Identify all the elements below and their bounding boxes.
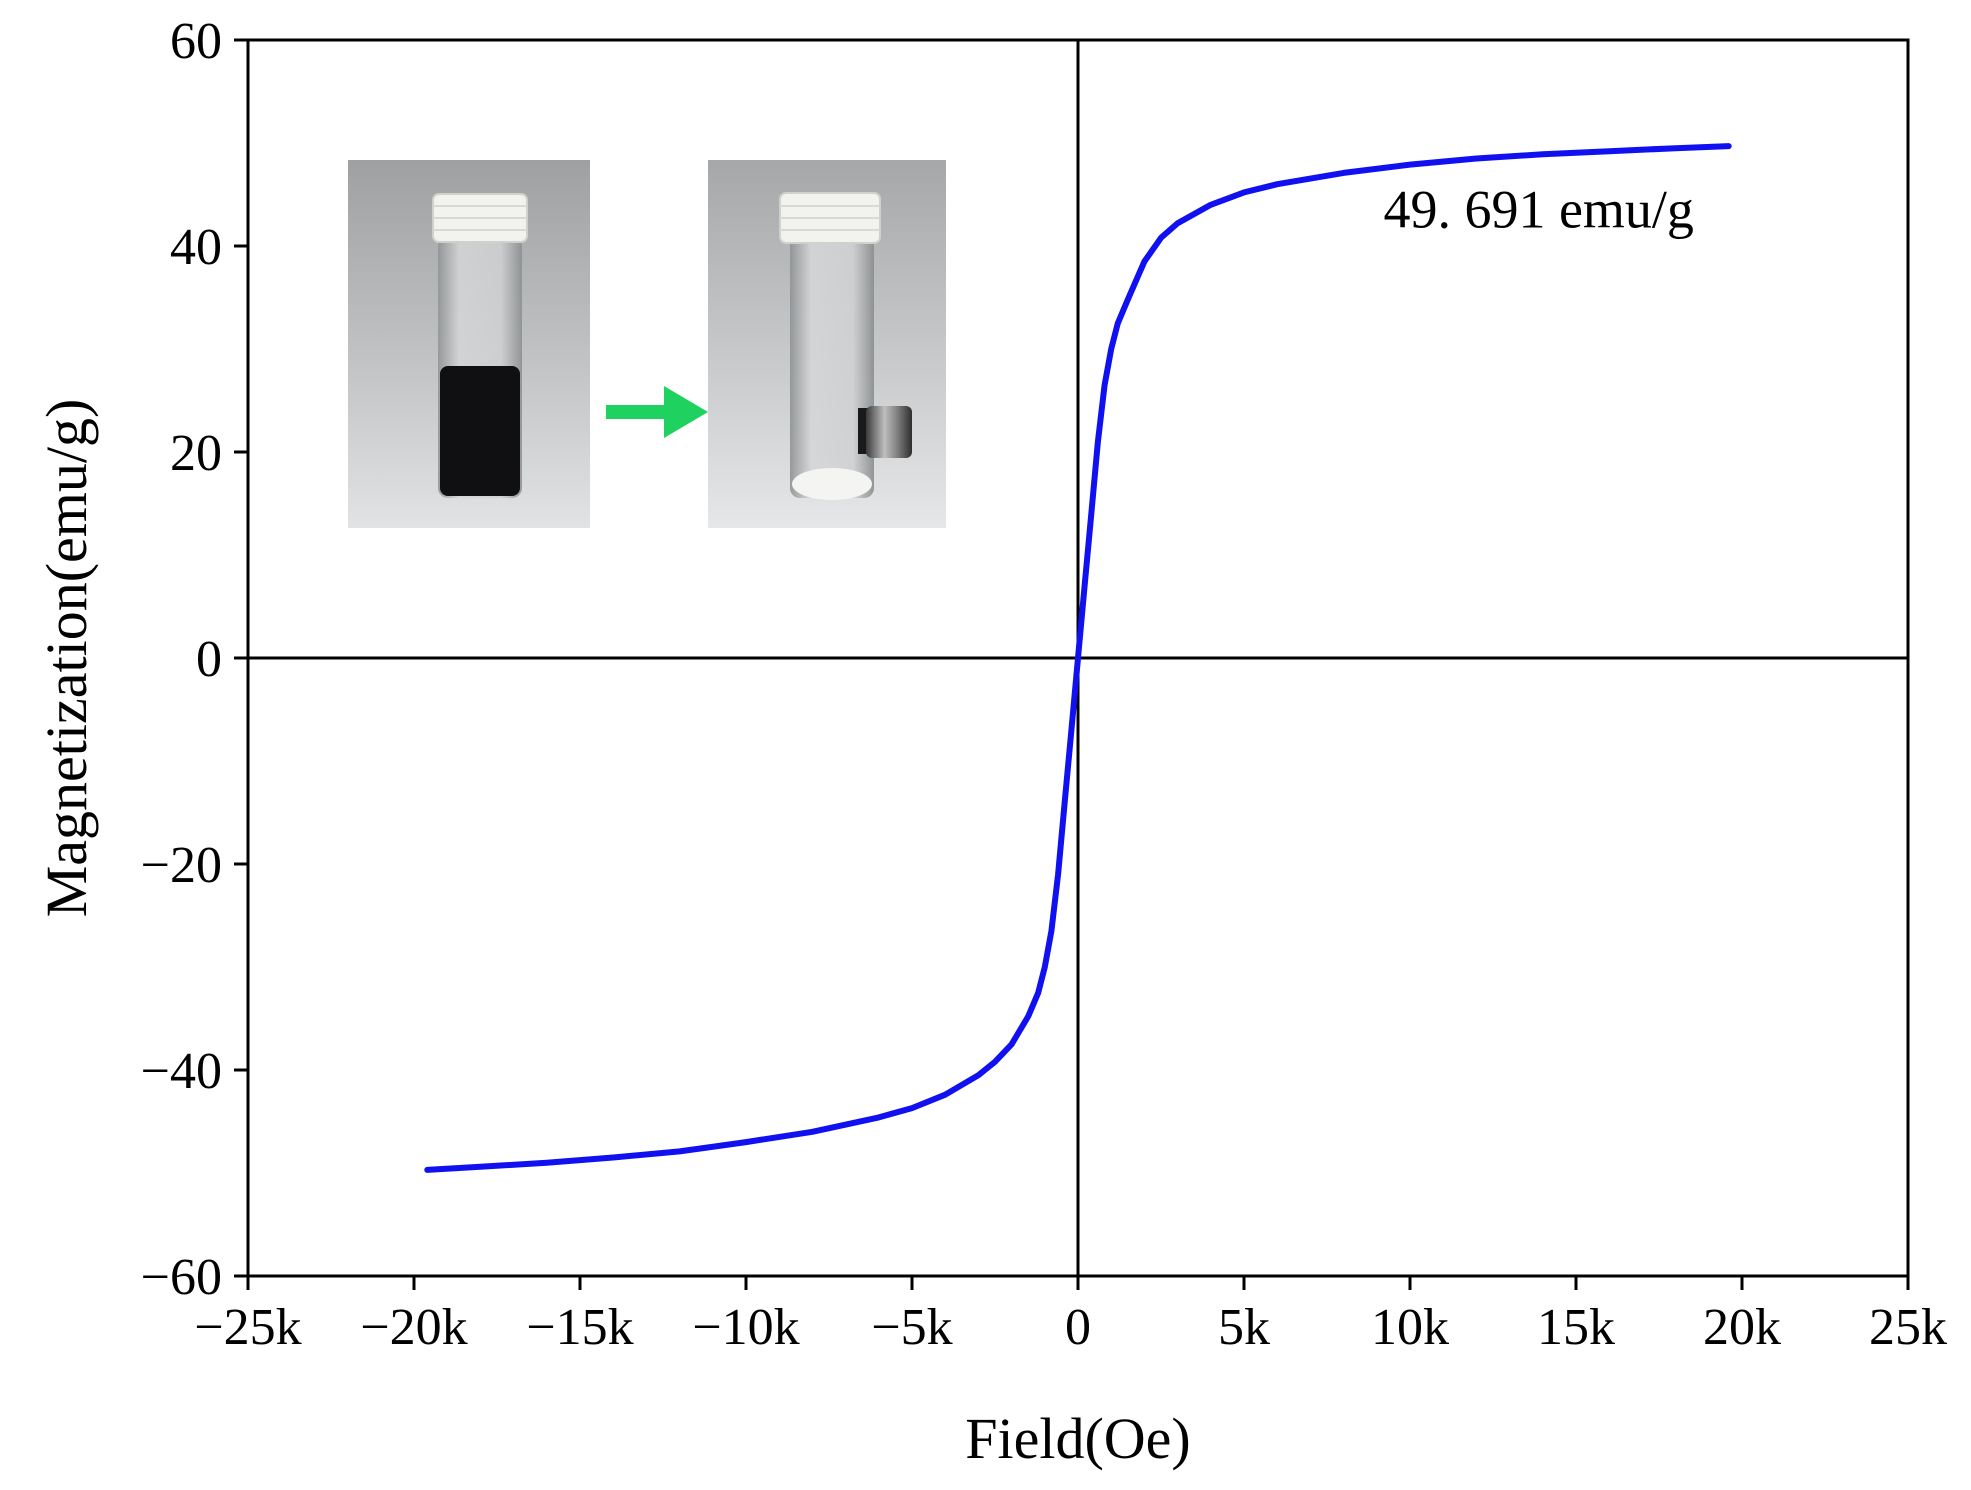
y-tick-label: −60 xyxy=(141,1249,222,1306)
series xyxy=(424,143,1732,1173)
x-tick-label: 25k xyxy=(1869,1299,1947,1356)
tick-marks xyxy=(234,38,1910,1290)
arrow-shaft xyxy=(606,405,672,419)
x-tick-label: −10k xyxy=(692,1299,799,1356)
vial-dispersed-photo xyxy=(348,160,590,528)
x-tick-label: 5k xyxy=(1218,1299,1270,1356)
x-tick-label: 15k xyxy=(1537,1299,1615,1356)
y-tick-label: −20 xyxy=(141,837,222,894)
y-tick-label: −40 xyxy=(141,1043,222,1100)
inset-photos xyxy=(348,160,946,528)
x-tick-label: 20k xyxy=(1703,1299,1781,1356)
y-tick-label: 0 xyxy=(196,631,222,688)
inset-arrow xyxy=(606,386,708,438)
saturation-annotation: 49. 691 emu/g xyxy=(1383,179,1693,239)
tick-labels: −25k −20k −15k −10k −5k 0 5k 10k 15k 20k 25k −60 −40… xyxy=(141,13,1947,1356)
y-tick-label: 20 xyxy=(170,425,222,482)
x-tick-label: −5k xyxy=(871,1299,952,1356)
vial-separated-photo xyxy=(708,160,946,528)
y-tick-label: 60 xyxy=(170,13,222,70)
y-tick-label: 40 xyxy=(170,219,222,276)
x-tick-label: −20k xyxy=(360,1299,467,1356)
y-axis-title: Magnetization(emu/g) xyxy=(34,399,99,918)
x-tick-label: 10k xyxy=(1371,1299,1449,1356)
arrow-head xyxy=(664,386,708,438)
x-tick-label: −25k xyxy=(194,1299,301,1356)
x-tick-label: 0 xyxy=(1065,1299,1091,1356)
x-tick-label: −15k xyxy=(526,1299,633,1356)
magnetization-curve xyxy=(424,143,1732,1173)
x-axis-title: Field(Oe) xyxy=(965,1406,1191,1471)
